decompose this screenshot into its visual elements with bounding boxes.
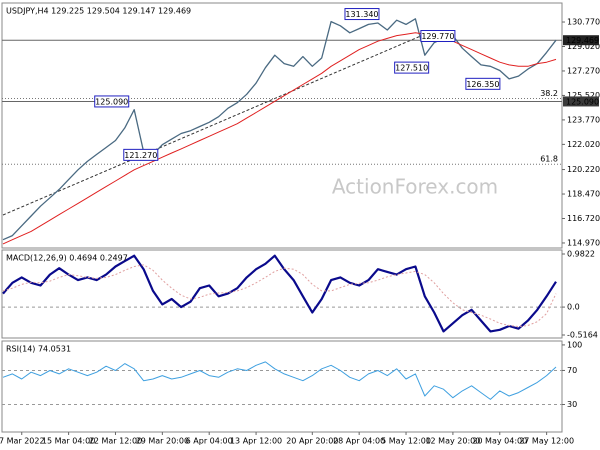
series-line — [2, 32, 557, 245]
annotation-label: 126.350 — [466, 80, 499, 89]
annotation-label: 131.340 — [345, 10, 378, 19]
y-tick-label: 120.220 — [567, 165, 600, 174]
series-line — [2, 361, 557, 400]
annotation-box — [344, 8, 380, 21]
x-tick-label: 15 Mar 04:00 — [42, 437, 95, 446]
x-tick-label: 29 Mar 20:00 — [136, 437, 189, 446]
annotation-label: 121.270 — [124, 151, 157, 160]
annotation-box — [123, 148, 159, 161]
panel-title: MACD(12,26,9) 0.4694 0.2497 — [6, 254, 128, 263]
trend-line — [2, 31, 431, 216]
price-tag — [563, 96, 599, 107]
x-tick-label: 28 Apr 04:00 — [333, 437, 385, 446]
y-tick-label: 30 — [567, 400, 577, 409]
panel-frame — [1, 340, 563, 433]
y-tick-label: -0.5164 — [567, 330, 598, 339]
annotation-box — [394, 61, 430, 74]
x-tick-label: 22 Mar 12:00 — [89, 437, 142, 446]
panel-frame — [1, 249, 563, 339]
fib-label: 38.2 — [540, 89, 558, 98]
y-tick-label: 129.020 — [567, 42, 600, 51]
watermark: ActionForex.com — [332, 175, 498, 199]
y-tick-label: 0.0 — [567, 303, 580, 312]
panel-title: USDJPY,H4 129.225 129.504 129.147 129.46… — [6, 7, 191, 16]
x-tick-label: 6 Apr 04:00 — [186, 437, 233, 446]
y-tick-label: 127.270 — [567, 66, 600, 75]
series-line — [2, 264, 557, 327]
y-tick-label: 114.970 — [567, 238, 600, 247]
annotation-box — [465, 77, 501, 90]
series-line — [2, 18, 557, 241]
series-line — [2, 254, 557, 333]
fib-label: 61.8 — [540, 155, 558, 164]
panel-frame — [1, 2, 563, 249]
y-tick-label: 100 — [567, 340, 582, 349]
annotation-label: 125.090 — [95, 97, 128, 106]
annotation-box — [94, 95, 130, 108]
y-tick-label: 116.720 — [567, 214, 600, 223]
x-tick-label: 12 May 20:00 — [425, 437, 480, 446]
x-tick-label: 7 Mar 2022 — [0, 437, 45, 446]
annotation-box — [420, 30, 456, 43]
price-tag-label: 129.469 — [566, 36, 599, 45]
y-tick-label: 0.9822 — [567, 249, 595, 258]
annotation-label: 129.770 — [421, 32, 454, 41]
price-tag — [563, 35, 599, 46]
y-tick-label: 122.020 — [567, 140, 600, 149]
y-tick-label: 130.770 — [567, 18, 600, 27]
x-tick-label: 20 May 04:00 — [472, 437, 527, 446]
annotation-label: 127.510 — [395, 64, 428, 73]
x-tick-label: 27 May 12:00 — [519, 437, 574, 446]
x-tick-label: 13 Apr 12:00 — [230, 437, 282, 446]
y-tick-label: 123.770 — [567, 115, 600, 124]
price-tag-label: 125.090 — [566, 97, 599, 106]
y-tick-label: 125.520 — [567, 91, 600, 100]
x-tick-label: 20 Apr 20:00 — [286, 437, 338, 446]
x-tick-label: 5 May 12:00 — [381, 437, 431, 446]
y-tick-label: 70 — [567, 366, 577, 375]
panel-title: RSI(14) 74.0531 — [6, 345, 71, 354]
y-tick-label: 118.470 — [567, 190, 600, 199]
